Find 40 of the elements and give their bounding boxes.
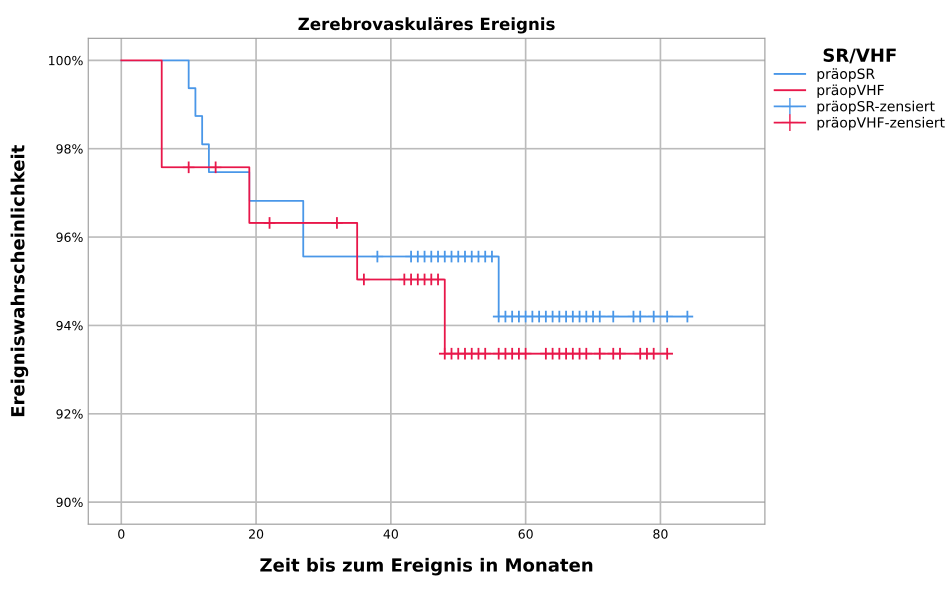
chart-title: Zerebrovaskuläres Ereignis — [298, 17, 555, 34]
x-tick-label: 40 — [384, 529, 398, 539]
point — [660, 346, 674, 360]
y-tick-label: 94% — [56, 320, 83, 330]
point — [262, 216, 276, 230]
point — [613, 346, 627, 360]
point — [660, 310, 674, 324]
x-tick-label: 80 — [653, 529, 668, 539]
x-tick-label: 0 — [118, 529, 124, 539]
point — [580, 346, 594, 360]
point — [646, 346, 660, 360]
point — [357, 272, 371, 286]
y-tick-label: 90% — [56, 498, 83, 508]
legend-label: präopVHF-zensiert — [818, 116, 945, 130]
point — [431, 272, 445, 286]
point — [330, 216, 344, 230]
point — [646, 310, 660, 324]
legend-label: präopVHF — [818, 84, 884, 98]
y-tick-label: 100% — [49, 56, 83, 66]
point — [634, 310, 647, 324]
legend-label: präopSR — [818, 68, 875, 82]
y-axis-title: Ereigniswahrscheinlichkeit — [10, 145, 28, 416]
y-tick-label: 92% — [56, 409, 83, 419]
point — [182, 160, 196, 174]
x-tick-label: 20 — [249, 529, 264, 539]
y-tick-label: 96% — [56, 232, 83, 242]
point — [208, 160, 222, 174]
legend-label: präopSR-zensiert — [818, 100, 935, 114]
point — [370, 250, 384, 264]
x-tick-label: 60 — [518, 529, 533, 539]
point — [478, 346, 492, 360]
point — [518, 346, 532, 360]
legend-title: SR/VHF — [824, 48, 896, 64]
point — [680, 310, 694, 324]
point — [485, 250, 499, 264]
point — [606, 310, 620, 324]
y-tick-label: 98% — [56, 144, 83, 154]
point — [593, 310, 606, 324]
point — [593, 346, 606, 360]
x-axis-title: Zeit bis zum Ereignis in Monaten — [260, 558, 592, 576]
